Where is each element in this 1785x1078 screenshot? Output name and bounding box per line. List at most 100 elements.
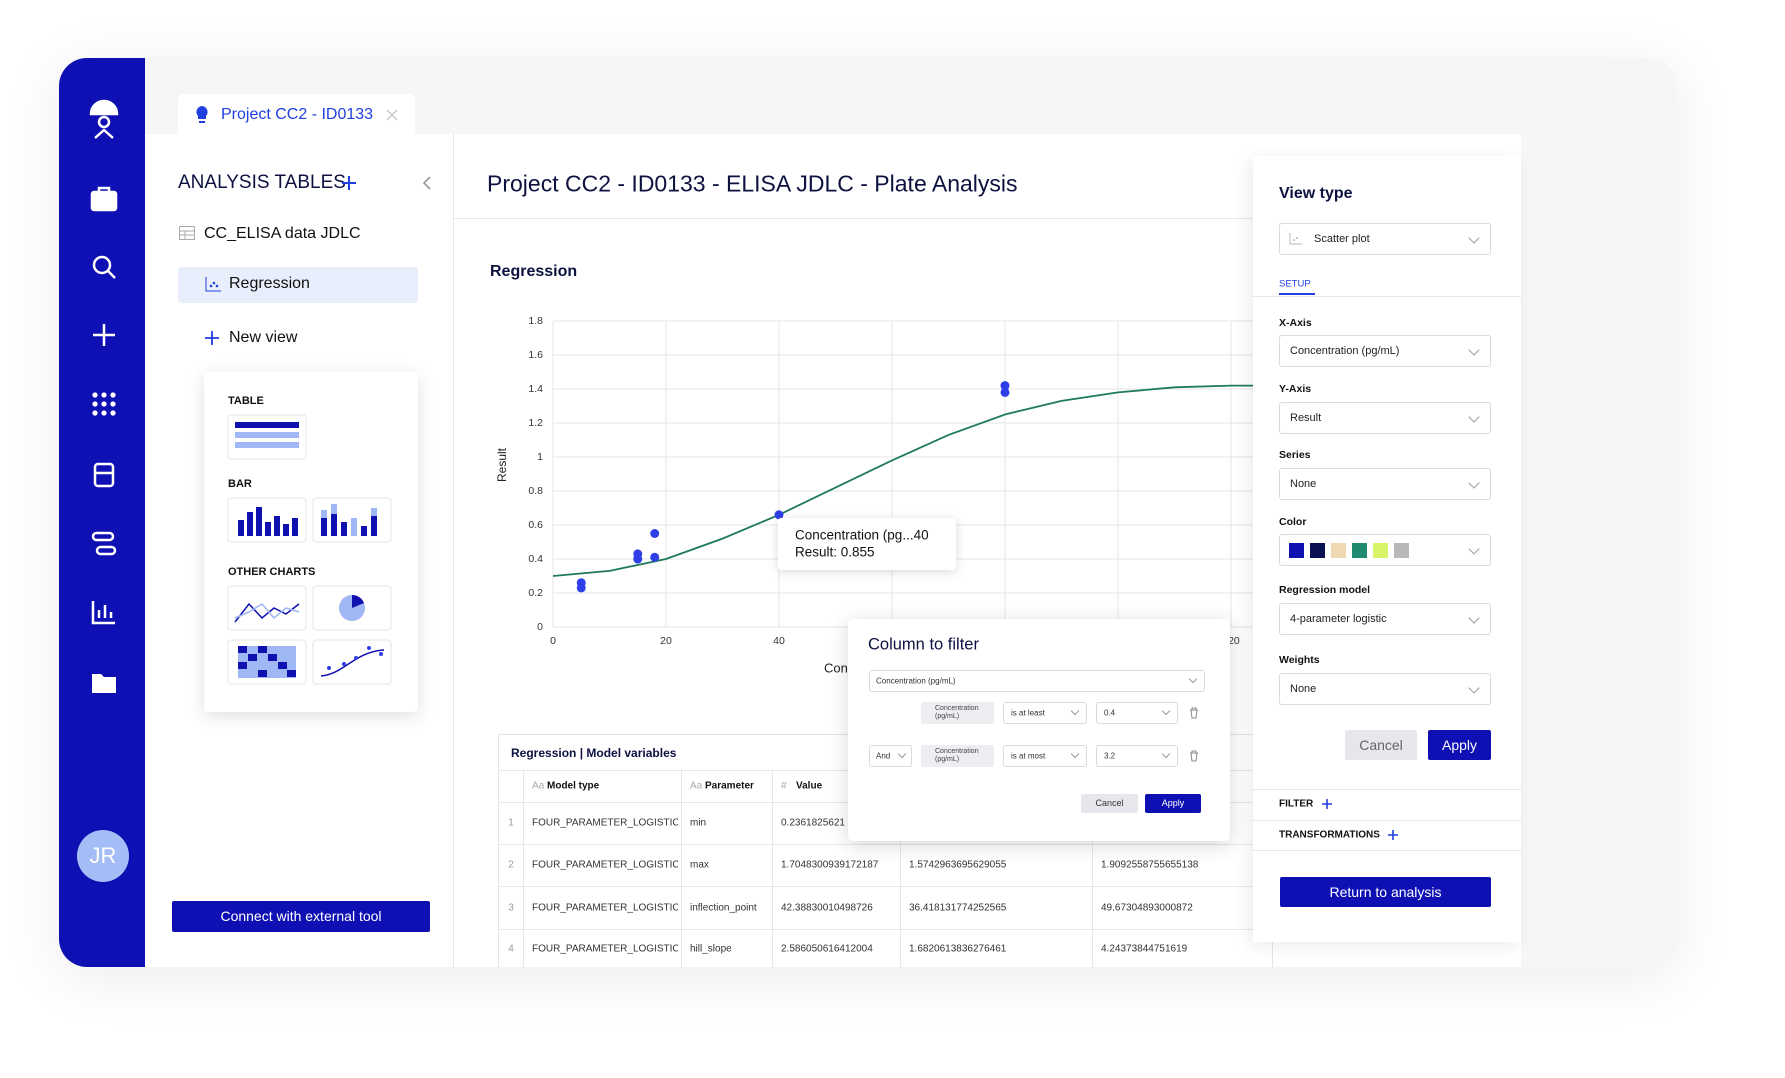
color-swatch[interactable] <box>1331 543 1346 558</box>
color-select[interactable] <box>1279 534 1491 566</box>
field-label: Y-Axis <box>1279 383 1312 395</box>
filter-section[interactable]: FILTER <box>1279 798 1314 810</box>
chart-icon[interactable] <box>91 601 115 625</box>
tab[interactable] <box>178 94 415 135</box>
delete[interactable] <box>1189 707 1199 719</box>
y-axis-select[interactable]: Result <box>1279 402 1491 434</box>
cell: 2.586050616412004 <box>781 943 873 955</box>
cancel-button[interactable]: Cancel <box>1081 794 1138 813</box>
column-select[interactable]: Concentration (pg/mL) <box>869 670 1205 692</box>
x-axis-select[interactable]: Concentration (pg/mL) <box>1279 335 1491 367</box>
col-line <box>681 770 682 967</box>
op-value: is at least <box>1011 708 1045 718</box>
weights-select[interactable]: None <box>1279 673 1491 705</box>
color-swatch[interactable] <box>1289 543 1304 558</box>
transformations-section[interactable]: TRANSFORMATIONS <box>1279 829 1380 841</box>
row-number: 2 <box>508 859 514 871</box>
column-icon: # <box>781 780 787 792</box>
avatar-initials: JR <box>89 843 117 868</box>
add-transformation[interactable] <box>1388 830 1398 840</box>
field-label: X-Axis <box>1279 317 1312 329</box>
folder-icon[interactable] <box>92 674 116 693</box>
table-option[interactable] <box>235 422 299 448</box>
add-icon[interactable] <box>93 324 115 346</box>
selected-item[interactable] <box>178 267 418 303</box>
op-value: is at most <box>1011 751 1046 761</box>
condition-value: 3.2 <box>1104 751 1116 761</box>
sidebar <box>59 58 145 967</box>
column-header: Parameter <box>705 780 754 792</box>
new-view[interactable]: New view <box>229 329 298 346</box>
tab-setup[interactable]: SETUP <box>1279 278 1311 290</box>
table-item[interactable]: CC_ELISA data JDLC <box>204 225 361 242</box>
point <box>576 578 586 588</box>
divider <box>1253 789 1521 790</box>
regression-select[interactable]: 4-parameter logistic <box>1279 603 1491 635</box>
table-icon <box>179 226 195 240</box>
series-select[interactable]: None <box>1279 468 1491 500</box>
field-chip[interactable]: Concentration (pg/mL) <box>921 745 994 767</box>
tab-close[interactable] <box>385 108 399 122</box>
flow-icon[interactable] <box>91 531 117 556</box>
delete[interactable] <box>1189 750 1199 762</box>
add-filter[interactable] <box>1322 799 1332 809</box>
value-input[interactable]: 3.2 <box>1096 745 1178 767</box>
apply-label: Apply <box>1441 737 1478 753</box>
storage-icon[interactable] <box>93 462 115 488</box>
view-type: Scatter plot <box>1314 233 1370 245</box>
scatter-icon <box>1289 233 1302 245</box>
field-chip-label: Concentration (pg/mL) <box>935 705 979 720</box>
view-item[interactable]: Regression <box>229 275 310 292</box>
stacked-bar-option[interactable] <box>321 504 377 536</box>
avatar[interactable] <box>77 830 129 882</box>
line-option[interactable] <box>234 602 300 623</box>
popup-title: Column to filter <box>868 635 979 654</box>
regression-option[interactable] <box>320 646 385 677</box>
cancel-label: Cancel <box>1095 798 1124 808</box>
tooltip-line: Result: 0.855 <box>795 544 875 560</box>
briefcase-icon[interactable] <box>90 186 118 212</box>
row-line <box>499 844 1272 845</box>
col-line <box>772 770 773 967</box>
condition-value: 0.4 <box>1104 708 1116 718</box>
search-icon[interactable] <box>92 255 116 279</box>
joiner-select[interactable]: And <box>869 745 912 767</box>
pie-option[interactable] <box>339 595 365 621</box>
color-swatch[interactable] <box>1394 543 1409 558</box>
color-swatch[interactable] <box>1310 543 1325 558</box>
connect-button[interactable] <box>172 901 430 932</box>
y-axis-value: Result <box>1290 412 1322 424</box>
value-input[interactable]: 0.4 <box>1096 702 1178 724</box>
new-view-icon[interactable] <box>204 330 220 346</box>
cell: FOUR_PARAMETER_LOGISTIC <box>532 943 678 955</box>
scatter-icon <box>205 277 221 292</box>
add-table[interactable] <box>341 175 357 191</box>
color-swatch[interactable] <box>1352 543 1367 558</box>
apply-button[interactable]: Apply <box>1145 794 1201 813</box>
return-button[interactable]: Return to analysis <box>1280 877 1491 907</box>
divider <box>453 134 454 967</box>
connect-label: Connect with external tool <box>220 908 382 924</box>
field-label: Series <box>1279 449 1311 461</box>
cancel-button[interactable]: Cancel <box>1345 730 1417 760</box>
picker-section: TABLE <box>228 395 264 407</box>
op-select[interactable]: is at most <box>1003 745 1087 767</box>
bar-option[interactable] <box>238 507 298 536</box>
cell: inflection_point <box>690 902 757 913</box>
color-swatch[interactable] <box>1373 543 1388 558</box>
view-type-select[interactable]: Scatter plot <box>1279 223 1491 255</box>
cell: 1.6820613836276461 <box>909 943 1007 955</box>
divider <box>1253 850 1521 851</box>
weights-value: None <box>1290 683 1317 695</box>
cell: max <box>690 859 709 871</box>
col-line <box>900 770 901 967</box>
op-select[interactable]: is at least <box>1003 702 1087 724</box>
collapse[interactable] <box>421 175 433 191</box>
apply-button[interactable]: Apply <box>1428 730 1491 760</box>
field-chip-label: Concentration (pg/mL) <box>935 748 979 763</box>
apps-icon[interactable] <box>92 392 116 416</box>
heatmap-option[interactable] <box>238 646 296 678</box>
field-chip[interactable]: Concentration (pg/mL) <box>921 702 994 724</box>
picker-section: OTHER CHARTS <box>228 566 316 578</box>
